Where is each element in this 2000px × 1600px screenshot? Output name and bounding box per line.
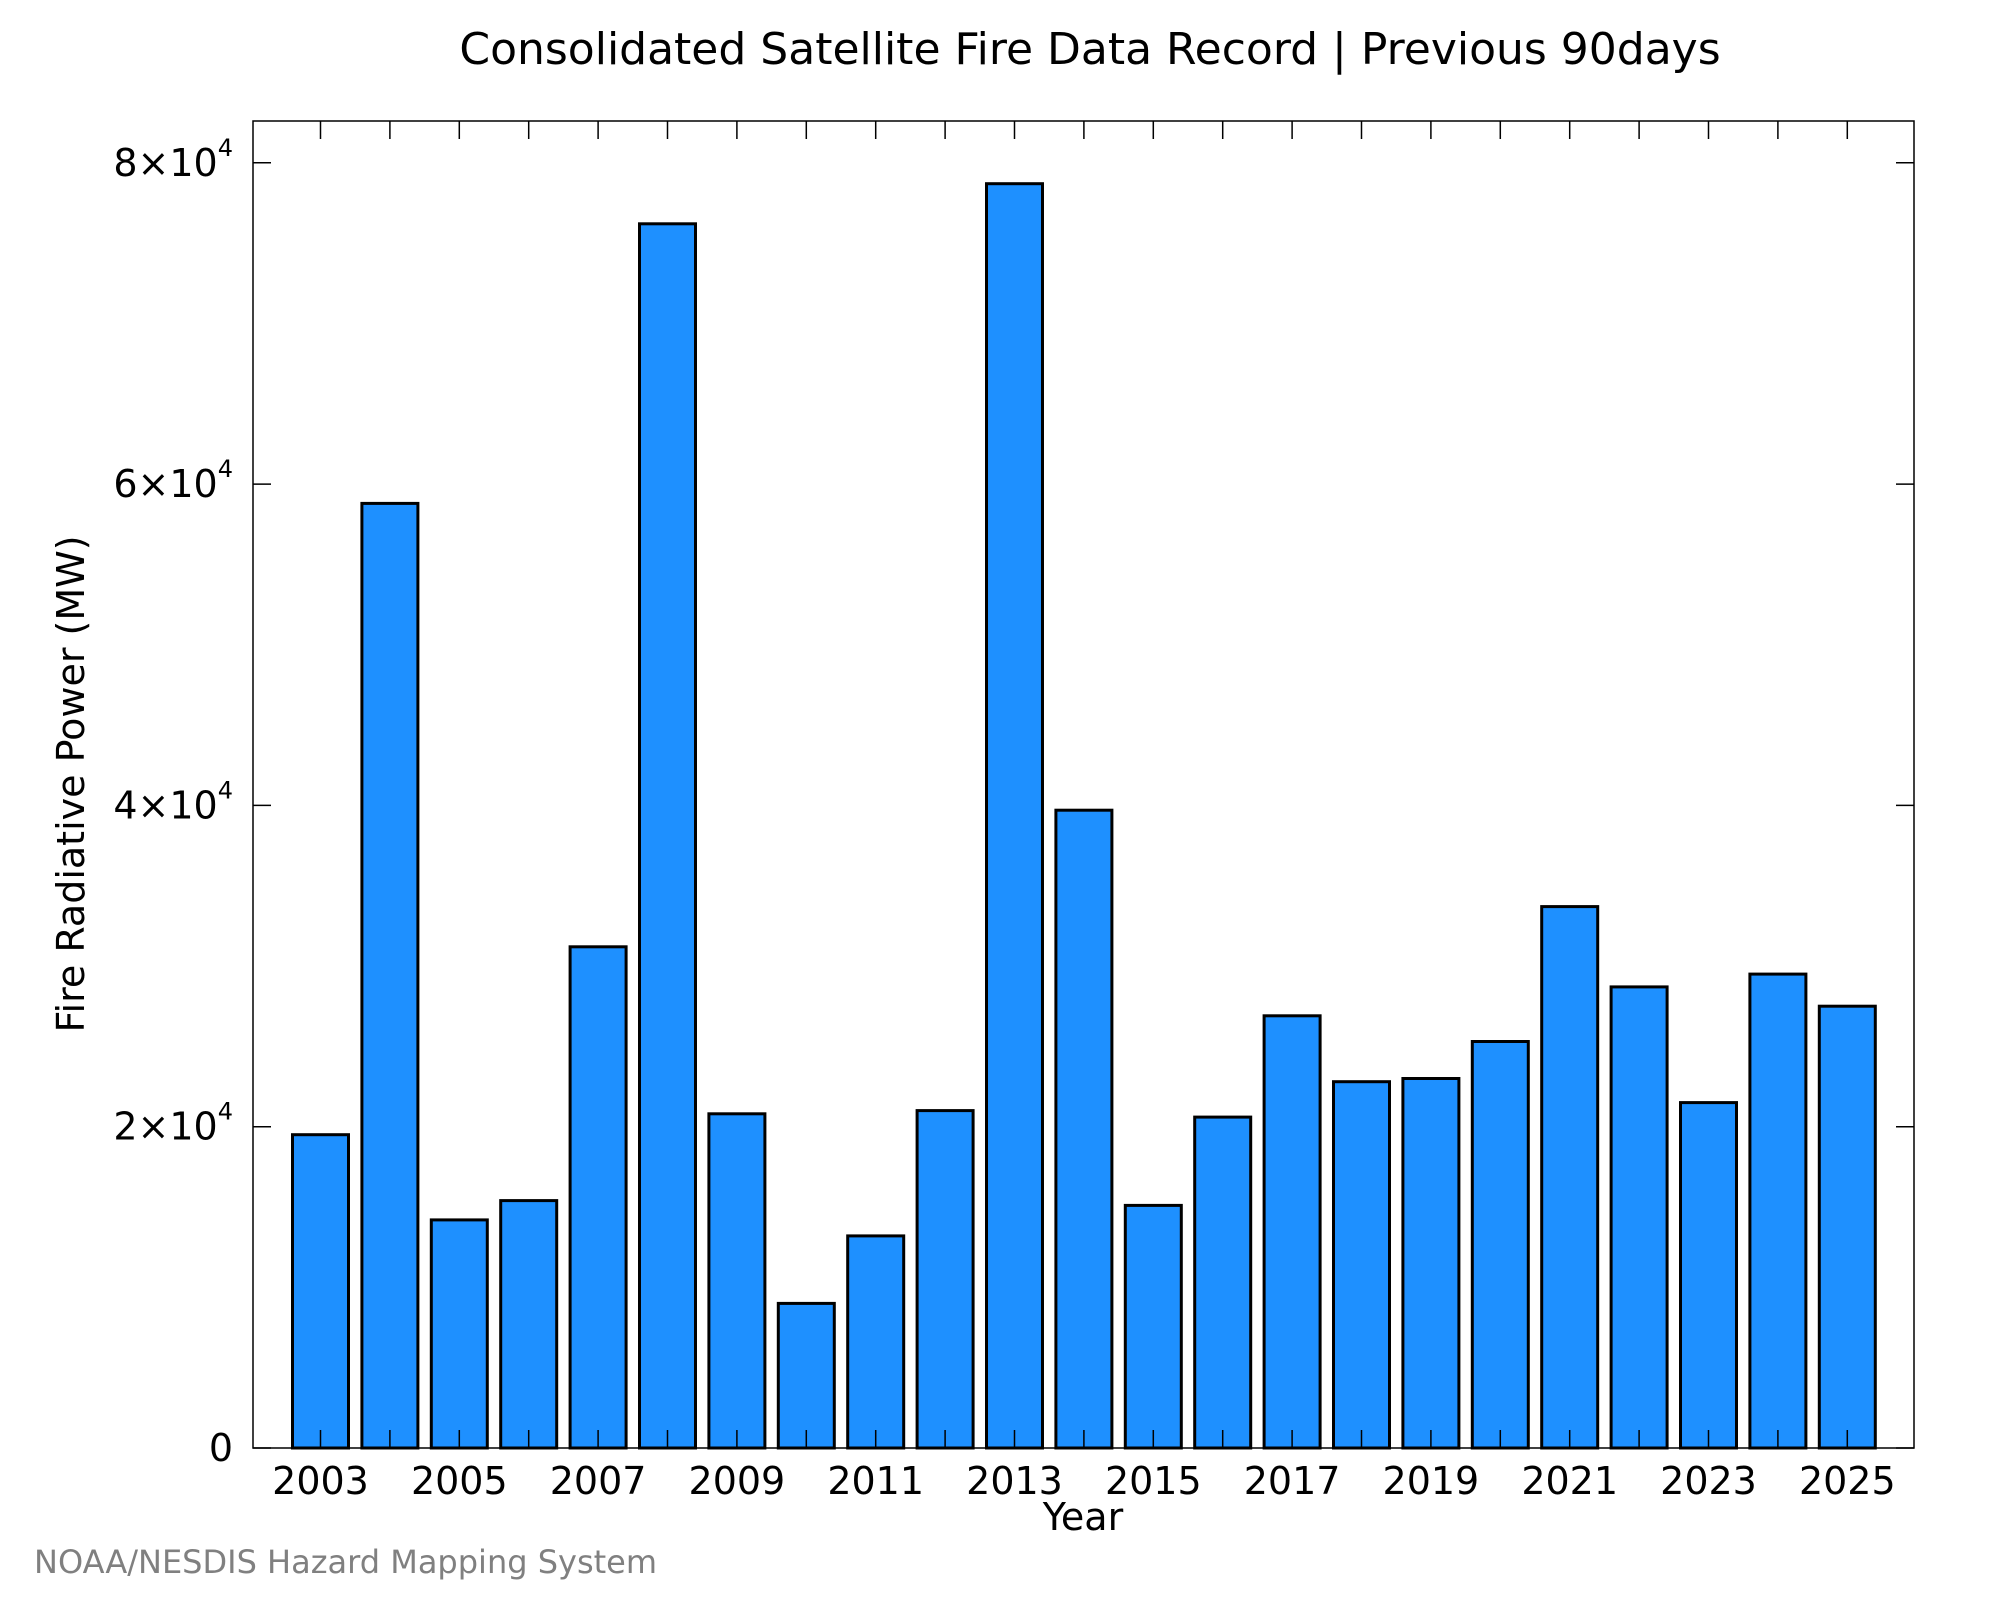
x-tick-label: 2019 <box>1383 1459 1480 1503</box>
bar-2024 <box>1748 972 1808 1450</box>
x-tick-label: 2023 <box>1660 1459 1757 1503</box>
x-tick-label: 2017 <box>1244 1459 1341 1503</box>
x-axis: 2003 2005 2007 2009 2011 2013 2015 2017 2019 2021… <box>272 121 1896 1503</box>
y-tick-label: 0 <box>209 1426 233 1470</box>
bar-2007 <box>568 945 628 1450</box>
bar-2013 <box>985 182 1044 1450</box>
bar-2019 <box>1401 1077 1461 1450</box>
bar-2008 <box>638 222 697 1450</box>
x-tick-label: 2015 <box>1105 1459 1202 1503</box>
bar-2010 <box>776 1301 836 1450</box>
x-axis-label: Year <box>1042 1495 1124 1539</box>
x-tick-label: 2009 <box>689 1459 786 1503</box>
y-tick-label: 8×104 <box>113 134 233 185</box>
x-tick-label: 2007 <box>550 1459 647 1503</box>
bar-2011 <box>846 1234 906 1450</box>
bar-2025 <box>1817 1004 1877 1450</box>
credit-text: NOAA/NESDIS Hazard Mapping System <box>34 1543 657 1581</box>
x-tick-label: 2005 <box>411 1459 508 1503</box>
y-tick-label: 2×104 <box>113 1098 233 1149</box>
y-axis: 0 2×104 4×104 6×104 8×104 <box>113 134 1914 1470</box>
bar-2006 <box>499 1199 559 1450</box>
y-tick-label: 4×104 <box>113 776 233 827</box>
bar-2020 <box>1470 1040 1530 1450</box>
x-tick-label: 2003 <box>272 1459 369 1503</box>
x-tick-label: 2021 <box>1521 1459 1618 1503</box>
x-tick-label: 2011 <box>827 1459 924 1503</box>
y-tick-label: 6×104 <box>113 455 233 506</box>
bar-2014 <box>1054 808 1114 1450</box>
bar-2003 <box>291 1133 350 1450</box>
bar-2016 <box>1193 1115 1253 1450</box>
bar-2021 <box>1540 905 1600 1450</box>
bars-group <box>291 182 1877 1450</box>
bar-2015 <box>1123 1203 1183 1450</box>
bar-2005 <box>429 1218 489 1450</box>
bar-2017 <box>1262 1014 1322 1450</box>
y-axis-label: Fire Radiative Power (MW) <box>49 535 93 1032</box>
bar-2022 <box>1609 985 1669 1450</box>
x-tick-label: 2013 <box>966 1459 1063 1503</box>
bar-2004 <box>360 501 420 1450</box>
chart-title: Consolidated Satellite Fire Data Record … <box>459 24 1720 75</box>
bar-2018 <box>1332 1080 1391 1450</box>
x-tick-label: 2025 <box>1799 1459 1896 1503</box>
bar-2009 <box>707 1112 767 1450</box>
bar-2023 <box>1679 1101 1738 1450</box>
bar-2012 <box>915 1109 975 1450</box>
